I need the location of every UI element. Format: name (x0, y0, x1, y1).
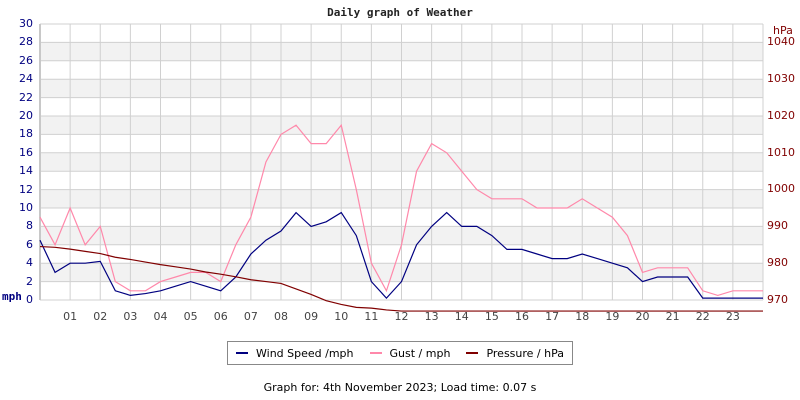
gust-line (39, 123, 763, 297)
legend-item-pressure: Pressure / hPa (466, 347, 564, 360)
legend-item-wind: Wind Speed /mph (236, 347, 354, 360)
x-tick-label: 12 (394, 310, 409, 323)
right-tick-label: 980 (767, 256, 788, 270)
x-tick-label: 16 (515, 310, 529, 323)
right-tick-label: 990 (767, 219, 788, 233)
legend-label: Pressure / hPa (486, 346, 564, 360)
x-tick-label: 07 (243, 310, 258, 323)
x-tick-label: 13 (424, 310, 439, 323)
left-tick-label: 18 (19, 127, 33, 141)
left-tick-label: 0 (26, 293, 33, 306)
pressure-line (39, 245, 763, 312)
x-tick-label: 04 (153, 310, 168, 323)
x-tick-label: 19 (605, 310, 620, 323)
x-tick-label: 02 (93, 310, 108, 323)
x-tick-label: 11 (364, 310, 379, 323)
left-tick-label: 14 (19, 164, 33, 178)
graph-footer: Graph for: 4th November 2023; Load time:… (263, 381, 537, 394)
right-tick-label: 1040 (767, 35, 795, 48)
chart-legend: Wind Speed /mph Gust / mph Pressure / hP… (227, 341, 573, 365)
right-tick-label: 1020 (767, 108, 795, 122)
left-tick-label: 28 (19, 35, 33, 49)
x-tick-label: 21 (665, 310, 680, 323)
x-tick-label: 20 (635, 310, 650, 323)
chart-title: Daily graph of Weather (327, 6, 473, 19)
left-tick-label: 22 (19, 90, 33, 104)
x-tick-label: 14 (454, 310, 469, 323)
x-tick-label: 08 (274, 310, 288, 323)
left-tick-label: 6 (26, 237, 33, 251)
x-tick-label: 15 (484, 310, 499, 323)
x-tick-label: 05 (183, 310, 198, 323)
right-axis-unit: hPa (773, 24, 793, 37)
left-tick-label: 30 (19, 17, 33, 30)
right-tick-label: 1000 (767, 182, 795, 196)
left-tick-label: 2 (26, 274, 33, 288)
x-tick-label: 18 (575, 310, 590, 323)
gust-swatch-icon (369, 352, 382, 354)
left-axis-unit: mph (2, 290, 22, 303)
x-tick-label: 09 (304, 310, 319, 323)
right-tick-label: 1030 (767, 71, 795, 85)
left-tick-label: 12 (19, 182, 33, 196)
wind-speed-line (39, 211, 763, 300)
x-tick-label: 17 (545, 310, 560, 323)
x-tick-label: 06 (213, 310, 228, 323)
left-tick-label: 8 (26, 219, 33, 233)
x-tick-label: 22 (695, 310, 710, 323)
legend-item-gust: Gust / mph (369, 346, 451, 360)
left-tick-label: 16 (19, 145, 33, 159)
legend-label: Gust / mph (389, 346, 451, 360)
left-tick-label: 24 (19, 72, 33, 86)
x-tick-label: 23 (725, 310, 740, 323)
left-tick-label: 26 (19, 53, 33, 67)
wind-swatch-icon (236, 352, 248, 354)
right-tick-label: 970 (767, 293, 788, 306)
x-tick-label: 03 (123, 310, 138, 323)
right-tick-label: 1010 (767, 145, 795, 159)
left-tick-label: 20 (19, 109, 33, 122)
x-tick-label: 01 (63, 310, 78, 323)
left-tick-label: 10 (19, 201, 33, 214)
x-tick-label: 10 (334, 310, 349, 323)
legend-label: Wind Speed /mph (256, 346, 354, 360)
pressure-swatch-icon (466, 352, 479, 354)
left-tick-label: 4 (26, 256, 33, 270)
